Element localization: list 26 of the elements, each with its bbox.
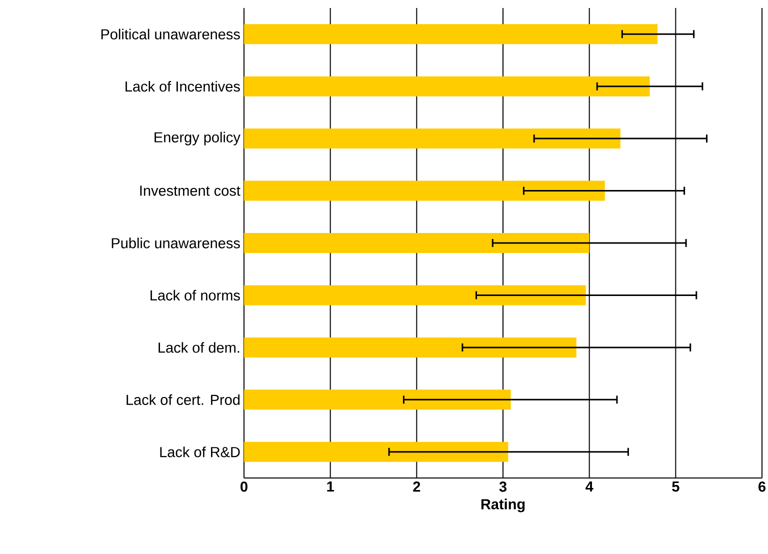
bar: [244, 337, 576, 358]
y-tick-label: Political unawareness: [101, 28, 240, 40]
bar: [244, 390, 511, 410]
x-tick-label: 0: [240, 482, 248, 492]
x-tick-label: 1: [327, 482, 334, 492]
bar: [244, 442, 508, 462]
bar: [244, 180, 605, 201]
y-tick-label: Public unawareness: [112, 238, 240, 248]
bar: [244, 24, 658, 44]
y-tick-label: Energy policy: [154, 132, 240, 146]
x-tick-label: 2: [413, 482, 420, 492]
y-tick-label: Lack of Incentives: [126, 81, 240, 92]
y-tick-label: Investment cost: [140, 186, 240, 196]
x-tick-label: 6: [758, 482, 766, 492]
y-tick-label: Lack of dem.: [158, 342, 240, 353]
bar: [244, 76, 650, 96]
bar: [244, 128, 620, 149]
x-tick-label: 3: [499, 482, 507, 492]
y-tick-label: Lack of cert. Prod: [126, 394, 240, 405]
x-axis-title: Rating: [481, 498, 525, 512]
bar: [244, 285, 586, 306]
x-tick-label: 5: [672, 482, 680, 492]
y-tick-label: Lack of R&D: [160, 446, 240, 458]
y-tick-label: Lack of norms: [150, 290, 240, 301]
bar: [244, 233, 590, 253]
x-tick-label: 4: [586, 482, 594, 492]
